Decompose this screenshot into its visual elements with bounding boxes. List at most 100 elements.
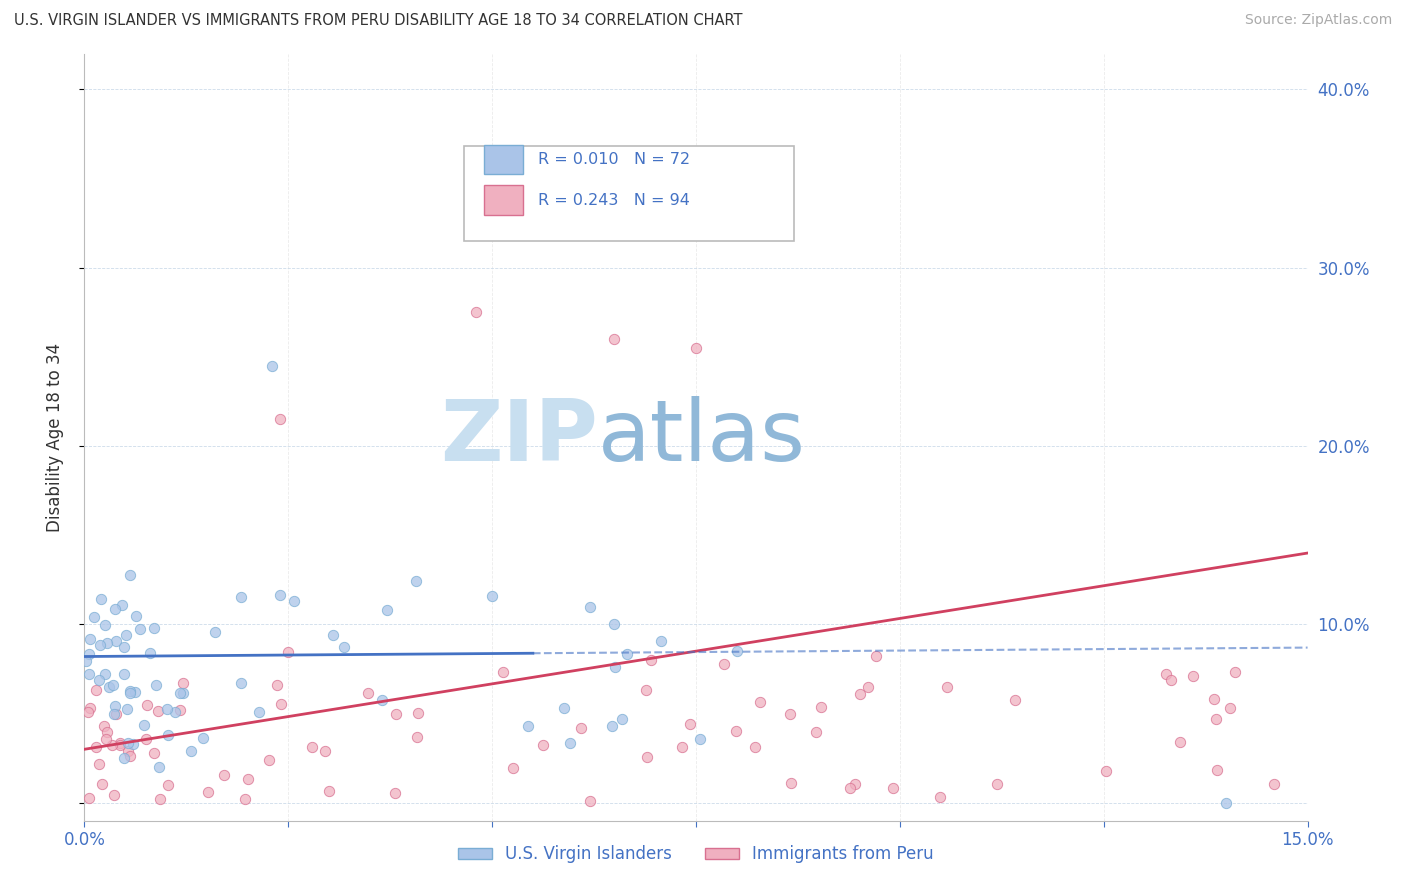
FancyBboxPatch shape bbox=[484, 186, 523, 215]
Point bbox=[121, 737, 143, 751]
Point bbox=[569, 721, 592, 735]
Text: ZIP: ZIP bbox=[440, 395, 598, 479]
Point bbox=[156, 778, 179, 792]
Point bbox=[117, 736, 139, 750]
Point bbox=[640, 653, 662, 667]
Point bbox=[83, 610, 105, 624]
Point bbox=[650, 633, 672, 648]
Point bbox=[89, 638, 111, 652]
FancyBboxPatch shape bbox=[484, 145, 523, 174]
Point bbox=[502, 761, 524, 775]
Point bbox=[318, 784, 340, 798]
Point bbox=[725, 644, 748, 658]
Point bbox=[517, 719, 540, 733]
Point bbox=[149, 792, 172, 806]
Point bbox=[91, 777, 114, 791]
Text: Source: ZipAtlas.com: Source: ZipAtlas.com bbox=[1244, 13, 1392, 28]
Point bbox=[94, 666, 117, 681]
Point bbox=[810, 700, 832, 714]
Point bbox=[481, 590, 503, 604]
Point bbox=[191, 731, 214, 745]
Point bbox=[97, 680, 120, 694]
Point bbox=[236, 772, 259, 786]
Point bbox=[849, 687, 872, 701]
Point bbox=[235, 791, 257, 805]
Point bbox=[283, 594, 305, 608]
Point bbox=[118, 568, 141, 582]
Point bbox=[332, 640, 354, 654]
Point bbox=[1154, 666, 1177, 681]
Point bbox=[128, 622, 150, 636]
Point bbox=[148, 704, 170, 718]
Point bbox=[603, 659, 626, 673]
Point bbox=[145, 677, 167, 691]
Point bbox=[135, 732, 157, 747]
Point bbox=[96, 732, 118, 747]
Point bbox=[384, 786, 406, 800]
Point bbox=[103, 706, 125, 721]
Point bbox=[136, 698, 159, 713]
Point bbox=[197, 784, 219, 798]
Point bbox=[579, 600, 602, 615]
Point bbox=[603, 332, 626, 346]
Point bbox=[865, 648, 887, 663]
Point bbox=[104, 633, 127, 648]
Point bbox=[139, 646, 162, 660]
Point bbox=[96, 636, 118, 650]
Point bbox=[84, 682, 107, 697]
Point bbox=[125, 608, 148, 623]
Point bbox=[749, 695, 772, 709]
Point bbox=[112, 750, 135, 764]
Point bbox=[780, 776, 803, 790]
Point bbox=[986, 777, 1008, 791]
Point bbox=[77, 791, 100, 805]
Point bbox=[936, 680, 959, 694]
Point bbox=[858, 681, 880, 695]
Point bbox=[124, 685, 146, 699]
Point bbox=[1095, 764, 1118, 778]
Point bbox=[75, 654, 97, 668]
Point bbox=[1206, 763, 1229, 777]
Point bbox=[1168, 735, 1191, 749]
Point bbox=[101, 678, 124, 692]
Point bbox=[602, 719, 624, 733]
Point bbox=[405, 730, 427, 744]
Point bbox=[157, 728, 180, 742]
Point bbox=[579, 794, 602, 808]
Point bbox=[89, 757, 111, 772]
Point bbox=[172, 686, 194, 700]
Point bbox=[671, 740, 693, 755]
Point bbox=[929, 790, 952, 805]
Point bbox=[103, 602, 125, 616]
Point bbox=[322, 628, 344, 642]
Point bbox=[118, 686, 141, 700]
Point bbox=[1004, 693, 1026, 707]
Point bbox=[156, 702, 179, 716]
Point bbox=[212, 768, 235, 782]
Point bbox=[108, 736, 131, 750]
Point bbox=[724, 724, 747, 739]
Point bbox=[77, 705, 100, 719]
Point bbox=[169, 703, 191, 717]
Point bbox=[169, 686, 191, 700]
Point bbox=[114, 640, 136, 654]
Point bbox=[357, 686, 380, 700]
Point bbox=[269, 412, 291, 426]
Point bbox=[1202, 692, 1225, 706]
Point bbox=[277, 645, 299, 659]
Point bbox=[247, 705, 270, 719]
Point bbox=[172, 676, 194, 690]
Point bbox=[114, 628, 136, 642]
Point bbox=[882, 781, 904, 796]
Point bbox=[636, 750, 658, 764]
Point bbox=[603, 617, 626, 632]
Point bbox=[314, 744, 336, 758]
Point bbox=[112, 667, 135, 681]
Point bbox=[94, 618, 117, 632]
Point bbox=[1205, 712, 1227, 726]
Point bbox=[844, 777, 866, 791]
Point bbox=[77, 666, 100, 681]
Point bbox=[111, 599, 134, 613]
Point bbox=[560, 736, 582, 750]
Point bbox=[257, 753, 280, 767]
